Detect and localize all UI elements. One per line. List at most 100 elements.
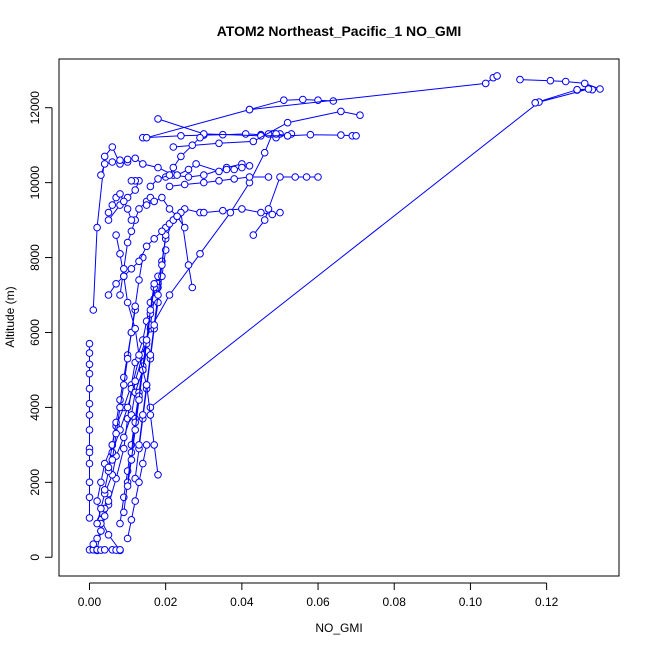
data-point <box>135 257 143 266</box>
data-point <box>192 160 200 168</box>
data-point <box>154 471 162 479</box>
data-point <box>85 493 94 502</box>
data-point <box>131 377 139 386</box>
data-point <box>123 238 132 247</box>
data-point <box>222 165 231 174</box>
data-point <box>276 173 284 181</box>
data-point <box>226 208 235 217</box>
data-point <box>196 250 204 258</box>
data-point <box>142 133 151 142</box>
series-15 <box>249 173 322 239</box>
data-point <box>245 105 254 114</box>
data-point <box>127 216 136 224</box>
data-point <box>314 173 322 181</box>
data-point <box>241 130 250 138</box>
data-point <box>219 206 227 215</box>
series-line <box>142 133 292 139</box>
data-point <box>264 205 273 213</box>
data-point <box>596 85 604 93</box>
data-point <box>154 115 162 123</box>
data-point <box>104 463 113 472</box>
data-point <box>165 291 174 299</box>
series-35 <box>142 193 189 232</box>
data-point <box>154 163 162 172</box>
data-point <box>546 76 555 85</box>
data-point <box>127 265 136 273</box>
series-line <box>115 234 159 475</box>
series-9 <box>154 115 360 140</box>
data-point <box>200 208 208 217</box>
data-point <box>283 132 292 140</box>
data-point <box>104 216 113 224</box>
data-point <box>116 519 124 528</box>
data-point <box>139 160 147 168</box>
data-point <box>112 280 120 288</box>
data-point <box>127 448 136 457</box>
data-point <box>120 197 128 206</box>
chart-title: ATOM2 Northeast_Pacific_1 NO_GMI <box>217 23 462 39</box>
data-point <box>180 223 189 232</box>
series-18 <box>85 339 94 522</box>
data-point <box>85 339 94 348</box>
data-point <box>215 139 223 148</box>
data-point <box>230 175 238 183</box>
data-point <box>100 152 109 161</box>
data-point <box>85 514 94 522</box>
data-point <box>135 351 143 359</box>
data-point <box>116 190 124 198</box>
data-point <box>123 205 132 213</box>
data-point <box>276 208 284 217</box>
data-point <box>120 373 128 382</box>
data-point <box>184 173 193 181</box>
data-point <box>196 133 204 142</box>
data-point <box>150 280 158 288</box>
data-point <box>245 173 254 181</box>
data-point <box>215 177 223 185</box>
series-line <box>96 351 148 524</box>
data-point <box>584 85 593 93</box>
data-point <box>264 173 273 181</box>
data-point <box>245 162 254 170</box>
data-point <box>165 205 174 213</box>
y-axis-label: Altitude (m) <box>3 286 17 347</box>
data-point <box>177 132 185 140</box>
data-point <box>108 143 117 151</box>
y-tick-label: 10000 <box>28 166 42 200</box>
data-point <box>116 396 124 404</box>
data-point <box>131 154 139 163</box>
data-point <box>188 283 197 292</box>
data-point <box>131 426 139 434</box>
data-point <box>146 306 155 314</box>
data-point <box>104 531 113 539</box>
data-point <box>238 205 246 213</box>
data-point <box>184 165 193 174</box>
x-tick-label: 0.02 <box>154 595 178 609</box>
data-point <box>131 324 139 333</box>
data-point <box>481 79 490 88</box>
data-point <box>302 173 311 181</box>
data-point <box>120 265 128 273</box>
data-point <box>108 448 117 457</box>
data-point <box>123 354 132 363</box>
data-point <box>142 201 151 209</box>
data-point <box>169 143 178 151</box>
x-tick-label: 0.06 <box>306 595 330 609</box>
data-point <box>100 512 109 520</box>
data-point <box>260 216 269 224</box>
data-point <box>180 180 189 189</box>
data-point <box>135 478 143 487</box>
data-point <box>85 384 94 393</box>
data-point <box>139 411 147 419</box>
data-point <box>116 156 124 164</box>
x-tick-label: 0.08 <box>383 595 407 609</box>
series-10 <box>169 107 364 151</box>
series-30 <box>112 231 162 479</box>
data-point <box>184 261 193 269</box>
data-point <box>142 441 151 449</box>
data-point <box>135 396 143 404</box>
data-point <box>173 171 181 179</box>
data-point <box>142 242 151 251</box>
data-point <box>188 141 197 149</box>
data-point <box>123 482 132 490</box>
